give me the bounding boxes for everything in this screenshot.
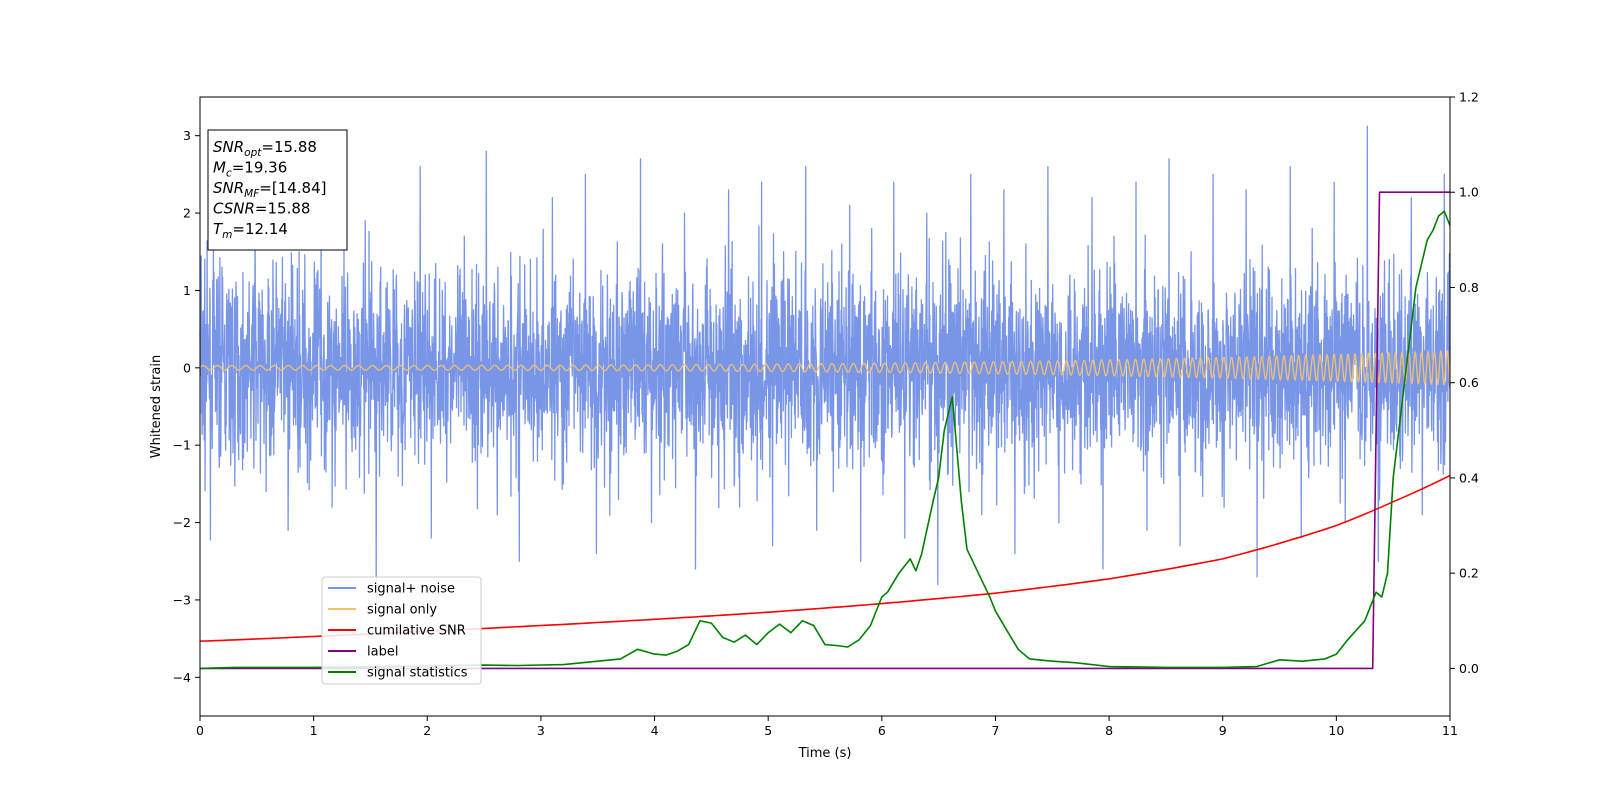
y-tick-label: −3 <box>173 592 191 607</box>
legend-box <box>321 576 482 685</box>
stats-line: CSNR=15.88 <box>213 200 310 218</box>
y2-tick-label: 0.0 <box>1459 661 1479 676</box>
y2-tick-label: 1.0 <box>1459 185 1479 200</box>
x-tick-label: 4 <box>651 723 659 738</box>
series-line-label <box>200 191 1450 670</box>
y-tick-label: −2 <box>173 515 191 530</box>
x-tick-label: 2 <box>423 723 431 738</box>
y2-tick-label: 1.2 <box>1459 90 1479 105</box>
x-tick-label: 0 <box>196 723 204 738</box>
stats-line: Mc=19.36 <box>213 159 287 180</box>
y2-tick-label: 0.4 <box>1459 470 1479 485</box>
legend-label: cumilative SNR <box>367 624 466 639</box>
series-line-signal-only <box>199 349 1451 386</box>
y-tick-label: 3 <box>183 128 191 143</box>
x-tick-label: 8 <box>1105 723 1113 738</box>
stats-line: SNRMF=[14.84] <box>213 179 327 200</box>
legend: signal+ noise signal only cumilative SNR la… <box>321 576 482 685</box>
stats-box <box>207 129 348 251</box>
y2-tick-label: 0.2 <box>1459 566 1479 581</box>
x-tick-label: 1 <box>310 723 318 738</box>
stats-line: SNRopt=15.88 <box>213 138 317 159</box>
y-tick-label: 0 <box>183 360 191 375</box>
legend-label: signal+ noise <box>367 582 455 597</box>
y-tick-label: −4 <box>173 670 191 685</box>
y-tick-label: 2 <box>183 206 191 221</box>
series-line-signal-noise <box>199 125 1451 605</box>
x-tick-label: 3 <box>537 723 545 738</box>
legend-label: signal only <box>367 603 437 618</box>
y-tick-label: 1 <box>183 283 191 298</box>
x-axis-label: Time (s) <box>798 746 852 761</box>
x-tick-label: 6 <box>878 723 886 738</box>
x-tick-label: 7 <box>991 723 999 738</box>
legend-label: signal statistics <box>367 666 468 681</box>
stats-annotation: SNRopt=15.88Mc=19.36SNRMF=[14.84]CSNR=15… <box>207 129 348 251</box>
stats-line: Tm=12.14 <box>213 220 288 241</box>
series-line-signal-statistics <box>199 210 1451 670</box>
y-tick-label: −1 <box>173 438 191 453</box>
y-axis-label: Whitened strain <box>149 355 164 458</box>
x-tick-label: 11 <box>1442 723 1458 738</box>
x-tick-label: 9 <box>1219 723 1227 738</box>
axes: 0 1 2 3 4 5 6 7 8 9 10 113210−1−2−3−41.21.00.80.60.… <box>173 90 1479 739</box>
y2-tick-label: 0.6 <box>1459 375 1479 390</box>
y2-tick-label: 0.8 <box>1459 280 1479 295</box>
plot-frame <box>199 96 1451 717</box>
x-tick-label: 10 <box>1328 723 1344 738</box>
x-tick-label: 5 <box>764 723 772 738</box>
legend-label: label <box>367 645 398 660</box>
